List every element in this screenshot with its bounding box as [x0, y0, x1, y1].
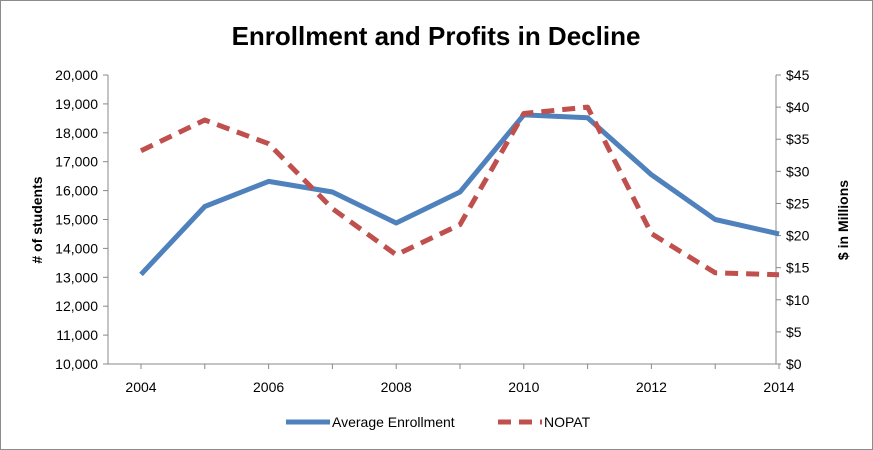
right-y-tick-label: $30	[786, 163, 810, 179]
legend: Average Enrollment NOPAT	[286, 414, 591, 430]
x-tick-label: 2006	[253, 379, 284, 395]
left-y-tick-label: 15,000	[55, 212, 98, 228]
left-y-tick-label: 17,000	[55, 154, 98, 170]
right-y-tick-labels: $0 $5 $10 $15 $20 $25 $30 $35 $40 $45	[786, 67, 810, 372]
left-y-tick-label: 20,000	[55, 67, 98, 83]
x-tick-labels: 2004 2006 2008 2010 2012 2014	[125, 379, 794, 395]
left-y-tick-label: 10,000	[55, 356, 98, 372]
right-y-tick-label: $45	[786, 67, 810, 83]
right-y-tick-label: $10	[786, 292, 810, 308]
right-y-tick-label: $35	[786, 131, 810, 147]
right-y-tick-label: $15	[786, 260, 810, 276]
right-y-tick-label: $5	[786, 324, 802, 340]
legend-label-average-enrollment: Average Enrollment	[332, 414, 455, 430]
chart-title: Enrollment and Profits in Decline	[232, 21, 641, 51]
left-y-tick-label: 11,000	[56, 327, 98, 343]
x-tick-label: 2012	[636, 379, 667, 395]
left-y-tick-label: 19,000	[55, 96, 98, 112]
left-y-tick-label: 13,000	[55, 269, 98, 285]
series-layer	[139, 104, 780, 278]
left-y-tick-labels: 10,000 11,000 12,000 13,000 14,000 15,000 16,0…	[55, 67, 98, 372]
x-tick-label: 2010	[508, 379, 539, 395]
left-y-tick-label: 14,000	[55, 240, 98, 256]
series-line-average-enrollment	[139, 112, 780, 277]
left-y-tick-label: 18,000	[55, 125, 98, 141]
left-y-tick-label: 12,000	[55, 298, 98, 314]
right-y-tick-label: $20	[786, 228, 810, 244]
y-axis-title: # of students	[29, 176, 45, 263]
y2-axis-title: $ in Millions	[835, 180, 851, 260]
x-tick-label: 2004	[125, 379, 156, 395]
left-y-tick-label: 16,000	[55, 183, 98, 199]
right-y-tick-label: $40	[786, 99, 810, 115]
x-tick-label: 2008	[381, 379, 412, 395]
right-y-tick-label: $0	[786, 356, 802, 372]
legend-label-nopat: NOPAT	[544, 414, 591, 430]
x-tick-label: 2014	[763, 379, 794, 395]
right-y-tick-label: $25	[786, 195, 810, 211]
